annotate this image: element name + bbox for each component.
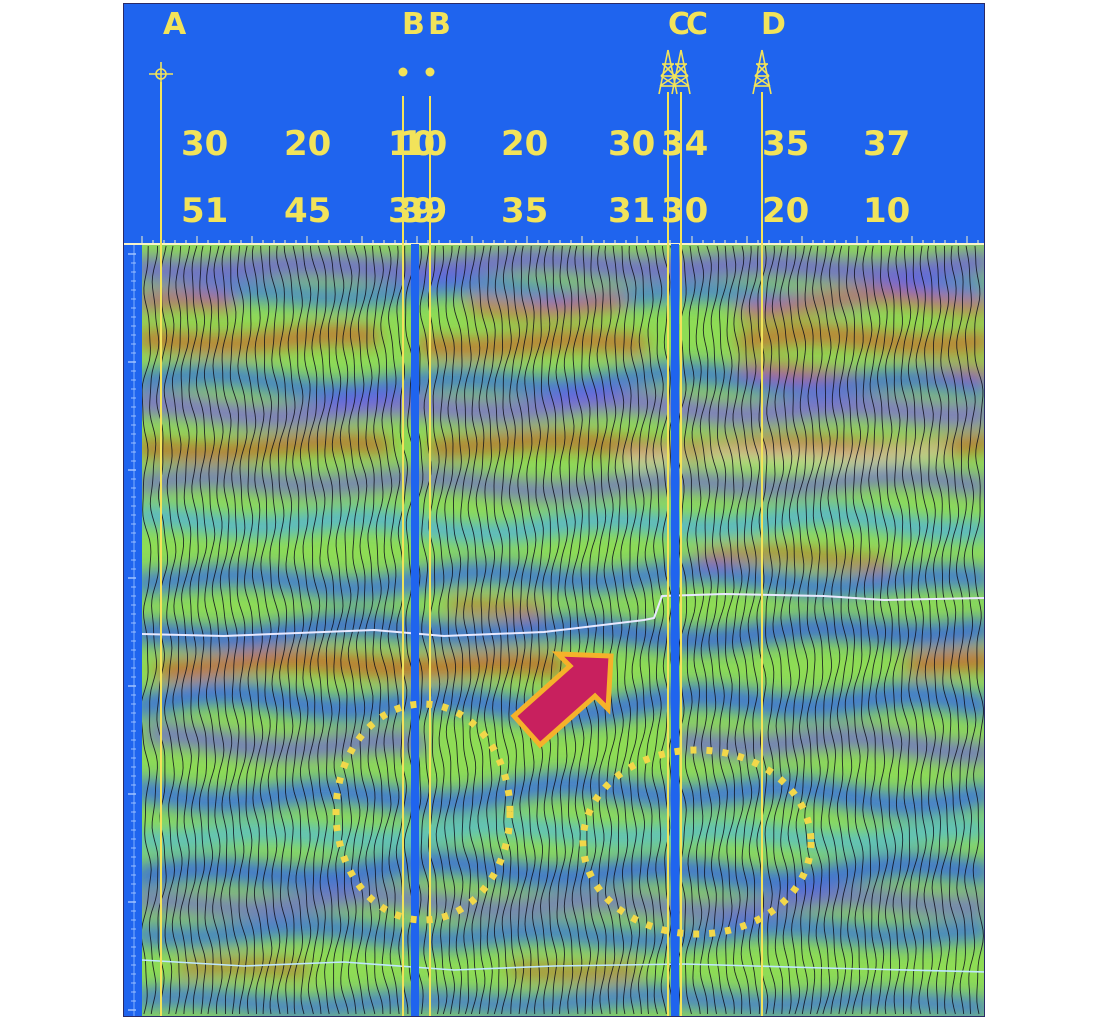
seismic-section-panel: A B B C C D 30 20 10 10 20 30 34 35 37 5… bbox=[123, 3, 985, 1017]
well-label-b1: B bbox=[402, 7, 425, 42]
well-b-gap bbox=[411, 244, 419, 1016]
header-row2-value: 20 bbox=[762, 191, 810, 231]
trace-axis-ticks bbox=[141, 236, 979, 244]
seismic-amplitude-image bbox=[142, 244, 984, 1016]
header-row1-value: 30 bbox=[181, 124, 229, 164]
header-row1-value: 20 bbox=[284, 124, 332, 164]
derrick-icon bbox=[658, 49, 678, 95]
well-label-c1: C bbox=[668, 7, 691, 42]
header-row1-value: 35 bbox=[762, 124, 810, 164]
well-b-dot-icon bbox=[398, 67, 408, 77]
header-row2-value: 31 bbox=[608, 191, 656, 231]
header-row2-value: 30 bbox=[661, 191, 709, 231]
well-label-d: D bbox=[761, 7, 786, 42]
header-row2-value: 10 bbox=[863, 191, 911, 231]
header-row2-value: 51 bbox=[181, 191, 229, 231]
header-row2-value: 39 bbox=[400, 191, 448, 231]
derrick-icon bbox=[671, 49, 691, 95]
well-label-c2: C bbox=[686, 7, 709, 42]
derrick-icon bbox=[752, 49, 772, 95]
time-axis-ticks bbox=[128, 244, 136, 1016]
header-row1-value: 37 bbox=[863, 124, 911, 164]
header-row2-value: 45 bbox=[284, 191, 332, 231]
well-b-dot-icon bbox=[425, 67, 435, 77]
header-row1-value: 30 bbox=[608, 124, 656, 164]
seismic-section-svg bbox=[124, 49, 984, 1016]
well-label-a: A bbox=[163, 7, 187, 42]
highlight-arrow bbox=[510, 651, 614, 749]
header-row2-value: 39 bbox=[388, 191, 436, 231]
anomaly-circle-left bbox=[332, 700, 514, 924]
well-lines bbox=[160, 82, 763, 1016]
header-row1-value: 10 bbox=[400, 124, 448, 164]
well-label-b2: B bbox=[428, 7, 451, 42]
header-row1-value: 34 bbox=[661, 124, 709, 164]
header-row2-value: 35 bbox=[501, 191, 549, 231]
horizon-line-lower bbox=[142, 959, 984, 973]
anomaly-circle-right bbox=[579, 746, 815, 938]
well-a-location-icon bbox=[149, 62, 173, 86]
wiggle-traces bbox=[142, 245, 984, 1015]
header-row1-value: 10 bbox=[388, 124, 436, 164]
header-row1-value: 20 bbox=[501, 124, 549, 164]
horizon-line-upper bbox=[142, 592, 984, 638]
well-c-gap bbox=[671, 244, 679, 1016]
